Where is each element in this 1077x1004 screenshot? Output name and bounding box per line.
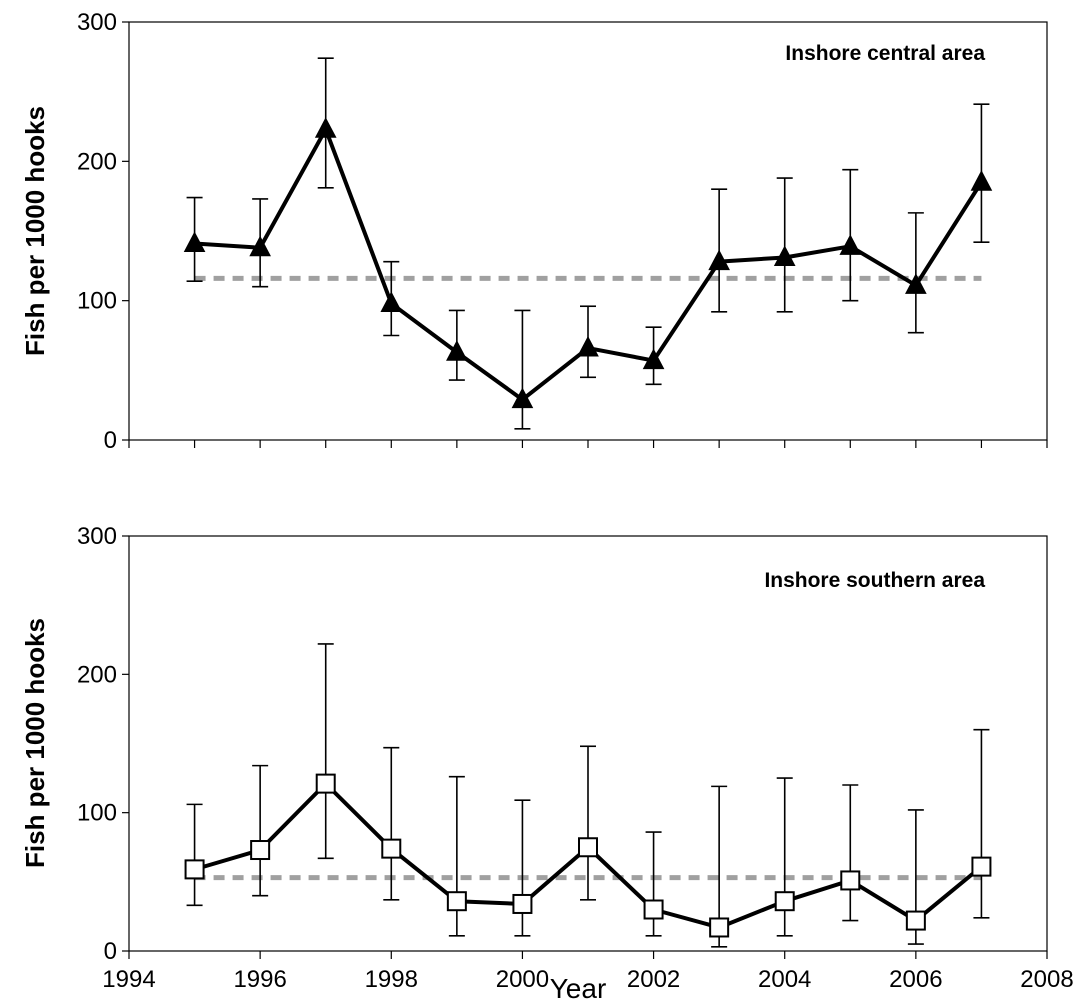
panel-2-x-tick-label: 1994 <box>102 966 155 993</box>
panel-2-y-tick-label: 100 <box>77 800 117 827</box>
panel-2-data-point <box>905 910 926 931</box>
panel-2-data-point <box>643 899 664 920</box>
panel-1-data-point <box>446 340 468 361</box>
panel-2-x-tick-label: 2006 <box>889 966 942 993</box>
panel-2-data-point <box>971 856 992 877</box>
panel-2-y-tick-label: 200 <box>77 661 117 688</box>
panel-1-data-point <box>708 249 730 271</box>
panel-2-y-tick-label: 300 <box>77 523 117 550</box>
panel-2-y-axis-label: Fish per 1000 hooks <box>20 618 50 868</box>
panel-2-data-point <box>250 840 271 861</box>
panel-2-x-tick-label: 1998 <box>365 966 418 993</box>
panel-2-panel-title: Inshore southern area <box>764 569 985 592</box>
panel-1-data-point <box>839 234 862 255</box>
panel-2-x-tick-label: 2004 <box>758 966 811 993</box>
panel-2-x-tick-label: 2000 <box>496 966 549 993</box>
panel-1-data-point <box>905 273 927 294</box>
panel-1-data-point <box>642 348 665 370</box>
panel-2-x-tick-label: 2008 <box>1020 966 1073 993</box>
panel-1-data-point <box>249 235 271 257</box>
panel-1-data-point <box>314 117 337 138</box>
panel-2-x-tick-label: 2002 <box>627 966 680 993</box>
panel-2-data-point <box>709 917 730 938</box>
panel-2-plot-frame <box>128 535 1048 952</box>
panel-2-y-tick-label: 0 <box>104 938 117 965</box>
panel-2-x-axis-label: Year <box>550 973 607 1004</box>
panel-2-data-point <box>381 838 402 859</box>
panel-2-data-point <box>840 870 861 891</box>
panel-1-panel-title: Inshore central area <box>785 42 985 65</box>
panel-2-data-point <box>315 773 336 794</box>
panel-1-data-point <box>577 335 599 357</box>
panel-2-x-tick-label: 1996 <box>233 966 286 993</box>
panel-1-data-point <box>773 245 796 266</box>
panel-1-data-point <box>183 231 206 253</box>
panel-2-data-point <box>774 891 795 912</box>
panel-1-data-point <box>380 291 403 312</box>
panel-1-data-point <box>970 170 993 191</box>
panel-2-data-point <box>446 891 467 912</box>
panel-2-data-point <box>184 859 205 880</box>
panel-1-y-tick-label: 200 <box>77 148 117 175</box>
panel-1-y-tick-label: 100 <box>77 288 117 315</box>
panel-1-y-axis-label: Fish per 1000 hooks <box>20 106 50 356</box>
panel-1-data-point <box>511 387 534 409</box>
panel-2-data-point <box>578 837 598 858</box>
panel-1-y-tick-label: 300 <box>77 9 117 36</box>
panel-1-y-tick-label: 0 <box>104 427 117 454</box>
panel-2-data-point <box>512 893 533 914</box>
